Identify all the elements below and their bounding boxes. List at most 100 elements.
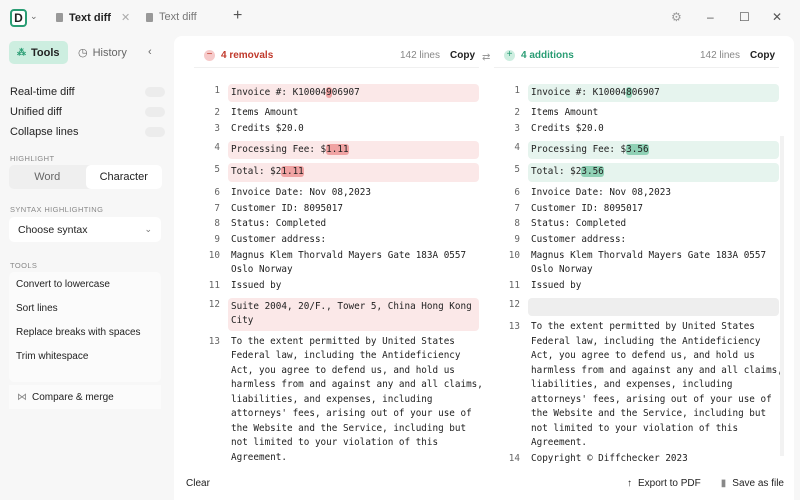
line-segment: Customer address: <box>231 234 327 246</box>
tools-list: Convert to lowercase Sort lines Replace … <box>9 272 161 382</box>
changed-characters: 3.56 <box>626 143 649 155</box>
line-number: 11 <box>208 279 220 291</box>
right-copy-button[interactable]: Copy <box>750 50 775 61</box>
line-segment: Total: $2 <box>531 166 582 178</box>
line-number: 8 <box>214 218 220 230</box>
line-number: 4 <box>514 141 520 153</box>
diff-line: 1 Invoice #: K10004806907 <box>494 83 779 103</box>
merge-icon: ⋈ <box>17 391 27 403</box>
unified-diff-row: Unified diff <box>10 106 165 118</box>
line-segment: Invoice Date: Nov 08,2023 <box>531 187 671 199</box>
tab-label: Text diff <box>159 11 197 23</box>
line-number: 12 <box>508 298 520 310</box>
additions-count: 4 additions <box>521 50 574 61</box>
removals-count: 4 removals <box>221 50 274 61</box>
diff-line: 2 Items Amount <box>194 106 479 122</box>
diff-line: 14 Copyright © Diffchecker 2023 <box>494 451 779 467</box>
diff-line: 11 Issued by <box>194 278 479 294</box>
changed-characters: 1.11 <box>326 143 349 155</box>
collapse-lines-toggle[interactable] <box>145 127 165 137</box>
highlight-word-option[interactable]: Word <box>34 171 61 183</box>
convert-lowercase-button[interactable]: Convert to lowercase <box>16 278 110 290</box>
close-tab-icon[interactable]: ✕ <box>120 12 131 24</box>
line-segment: Customer ID: 8095017 <box>531 202 643 214</box>
line-number: 13 <box>508 321 520 333</box>
title-bar: D ⌄ Text diff ✕ Text diff + ⚙ – ☐ ✕ <box>0 0 800 36</box>
document-icon <box>146 12 153 22</box>
line-text: To the extent permitted by United States… <box>528 320 783 451</box>
left-code[interactable]: 1 Invoice #: K10004906907 2 Items Amount 3 Cr… <box>194 80 483 482</box>
diff-line: 1 Invoice #: K10004906907 <box>194 83 479 103</box>
line-number: 5 <box>214 164 220 176</box>
new-tab-icon[interactable]: + <box>233 7 243 24</box>
line-text: Processing Fee: $1.11 <box>228 140 479 160</box>
trim-whitespace-button[interactable]: Trim whitespace <box>16 350 89 362</box>
highlight-character-option[interactable]: Character <box>85 165 162 189</box>
maximize-icon[interactable]: ☐ <box>739 10 750 24</box>
line-number: 6 <box>214 187 220 199</box>
chevron-down-icon[interactable]: ⌄ <box>30 11 38 21</box>
diff-line: 3 Credits $20.0 <box>194 121 479 137</box>
line-segment: To the extent permitted by United States… <box>231 335 483 463</box>
diff-view: − 4 removals 142 lines Copy 1 Invoice #: … <box>174 36 794 500</box>
line-text: To the extent permitted by United States… <box>228 335 483 466</box>
tools-heading: TOOLS <box>10 261 38 270</box>
line-segment: Status: Completed <box>531 218 627 230</box>
toggle-label: Collapse lines <box>10 126 79 138</box>
tab-text-diff-2[interactable]: Text diff <box>146 11 197 23</box>
save-label: Save as file <box>732 477 784 489</box>
line-number: 6 <box>514 187 520 199</box>
line-text <box>528 297 779 317</box>
syntax-select[interactable]: Choose syntax ⌄ <box>9 217 161 242</box>
app-logo[interactable]: D <box>10 9 27 27</box>
left-copy-button[interactable]: Copy <box>450 50 475 61</box>
changed-characters: 1.11 <box>281 166 304 178</box>
tools-tab[interactable]: ⁂ Tools <box>9 41 68 64</box>
clear-button[interactable]: Clear <box>186 477 210 489</box>
compare-merge-button[interactable]: ⋈ Compare & merge <box>9 385 161 409</box>
line-number: 1 <box>514 84 520 96</box>
line-text: Magnus Klem Thorvald Mayers Gate 183A 05… <box>228 249 479 278</box>
line-text: Items Amount <box>228 106 479 121</box>
history-tab[interactable]: ◷ History <box>70 41 135 64</box>
right-line-count: 142 lines <box>699 50 740 61</box>
line-number: 2 <box>214 107 220 119</box>
diff-line: 8 Status: Completed <box>194 217 479 233</box>
line-segment: Processing Fee: $ <box>531 143 627 155</box>
export-pdf-button[interactable]: ↑ Export to PDF <box>627 478 701 489</box>
line-segment: Invoice #: K10004 <box>531 86 627 98</box>
collapse-sidebar-icon[interactable]: ‹ <box>148 46 152 58</box>
line-segment: Credits $20.0 <box>231 122 304 134</box>
line-segment: To the extent permitted by United States… <box>531 321 783 449</box>
line-number: 12 <box>208 298 220 310</box>
save-file-button[interactable]: ▮ Save as file <box>721 478 784 489</box>
unified-diff-toggle[interactable] <box>145 107 165 117</box>
diff-line: 3 Credits $20.0 <box>494 121 779 137</box>
diff-line: 9 Customer address: <box>194 233 479 249</box>
left-pane-header: − 4 removals 142 lines Copy <box>194 44 479 68</box>
line-number: 2 <box>514 107 520 119</box>
gear-icon[interactable]: ⚙ <box>671 10 682 24</box>
line-segment: Issued by <box>231 279 282 291</box>
swap-icon[interactable]: ⇄ <box>482 52 491 63</box>
diff-line: 5 Total: $21.11 <box>194 163 479 183</box>
right-code[interactable]: 1 Invoice #: K10004806907 2 Items Amount 3 Cr… <box>494 80 783 467</box>
history-tab-label: History <box>92 46 127 59</box>
scrollbar[interactable] <box>780 136 784 456</box>
line-number: 14 <box>508 453 520 465</box>
syntax-heading: SYNTAX HIGHLIGHTING <box>10 205 104 214</box>
sort-lines-button[interactable]: Sort lines <box>16 302 58 314</box>
line-text: Customer address: <box>528 233 779 248</box>
replace-breaks-button[interactable]: Replace breaks with spaces <box>16 326 141 338</box>
diff-line: 12 <box>494 297 779 317</box>
close-window-icon[interactable]: ✕ <box>772 10 783 24</box>
line-segment: Items Amount <box>231 107 299 119</box>
footer-bar: Clear ↑ Export to PDF ▮ Save as file <box>174 466 794 500</box>
diff-line: 6 Invoice Date: Nov 08,2023 <box>494 185 779 201</box>
minimize-icon[interactable]: – <box>707 10 714 24</box>
toggle-label: Real-time diff <box>10 86 75 98</box>
realtime-diff-toggle[interactable] <box>145 87 165 97</box>
tools-tab-label: Tools <box>31 46 60 59</box>
diff-line: 12 Suite 2004, 20/F., Tower 5, China Hong… <box>194 297 479 331</box>
tab-text-diff-1[interactable]: Text diff ✕ <box>56 11 130 24</box>
